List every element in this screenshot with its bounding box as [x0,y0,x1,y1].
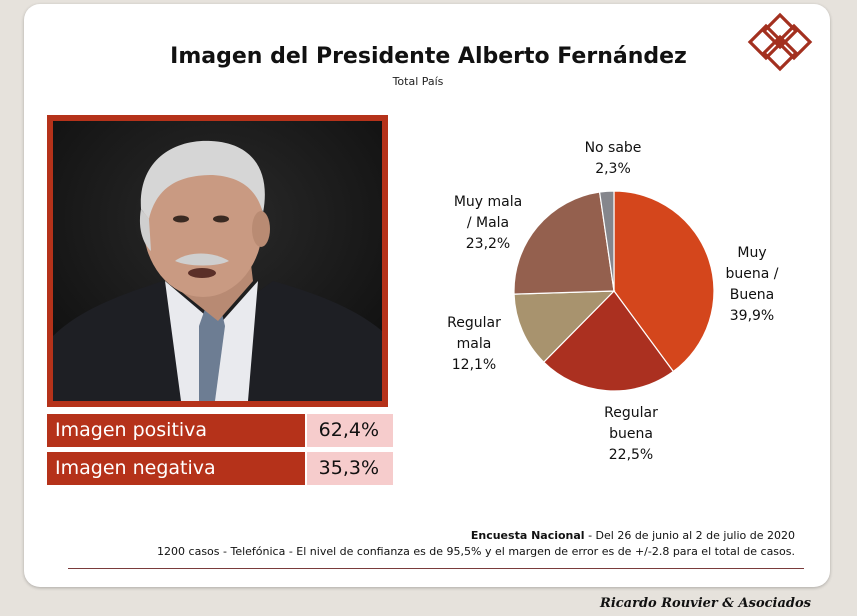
pie-slice-muy-buena [613,190,715,373]
slice-label-line: No sabe [584,140,642,156]
slice-label-line: Regular [447,315,501,331]
slice-value: 2,3% [595,161,631,177]
slice-label-regular-mala: Regular mala 12,1% [432,313,516,376]
slice-label-line: Regular [604,405,658,421]
slice-label-line: Muy [737,245,767,261]
pie-slice-regular-buena [542,290,675,392]
president-portrait-icon [53,121,382,401]
positive-image-label: Imagen positiva [47,414,305,447]
survey-name: Encuesta Nacional [470,529,585,542]
page-subtitle: Total País [392,75,444,88]
slice-value: 12,1% [451,357,497,373]
pie-slice-regular-mala [513,290,616,364]
slice-label-line: / Mala [466,215,510,231]
slice-value: 23,2% [465,236,511,252]
survey-info: Encuesta Nacional - Del 26 de junio al 2… [471,529,795,542]
page-title: Imagen del Presidente Alberto Fernández [170,44,687,69]
pie-slice-no-sabe [598,190,615,292]
survey-methodology: 1200 casos - Telefónica - El nivel de co… [157,545,795,558]
footer-divider [68,568,804,569]
slice-label-muy-buena: Muy buena / Buena 39,9% [714,243,790,327]
negative-image-label: Imagen negativa [47,452,305,485]
slice-label-line: buena [609,426,653,442]
brand-name: Ricardo Rouvier & Asociados [600,596,811,611]
negative-image-value: 35,3% [307,452,393,485]
slice-label-line: Buena [729,287,775,303]
slice-label-muy-mala: Muy mala / Mala 23,2% [448,192,528,255]
pie-slice-muy-mala [513,191,615,295]
slice-label-regular-buena: Regular buena 22,5% [586,403,676,466]
slice-label-line: mala [456,336,492,352]
slice-label-no-sabe: No sabe 2,3% [571,138,655,180]
positive-image-value: 62,4% [307,414,393,447]
stacked-diamonds-logo-icon [747,12,813,72]
slice-label-line: buena / [725,266,779,282]
survey-dates: - Del 26 de junio al 2 de julio de 2020 [584,529,795,542]
slice-value: 22,5% [608,447,654,463]
slice-value: 39,9% [729,308,775,324]
image-pie-chart [513,190,715,392]
president-photo [47,115,388,407]
slice-label-line: Muy mala [453,194,523,210]
